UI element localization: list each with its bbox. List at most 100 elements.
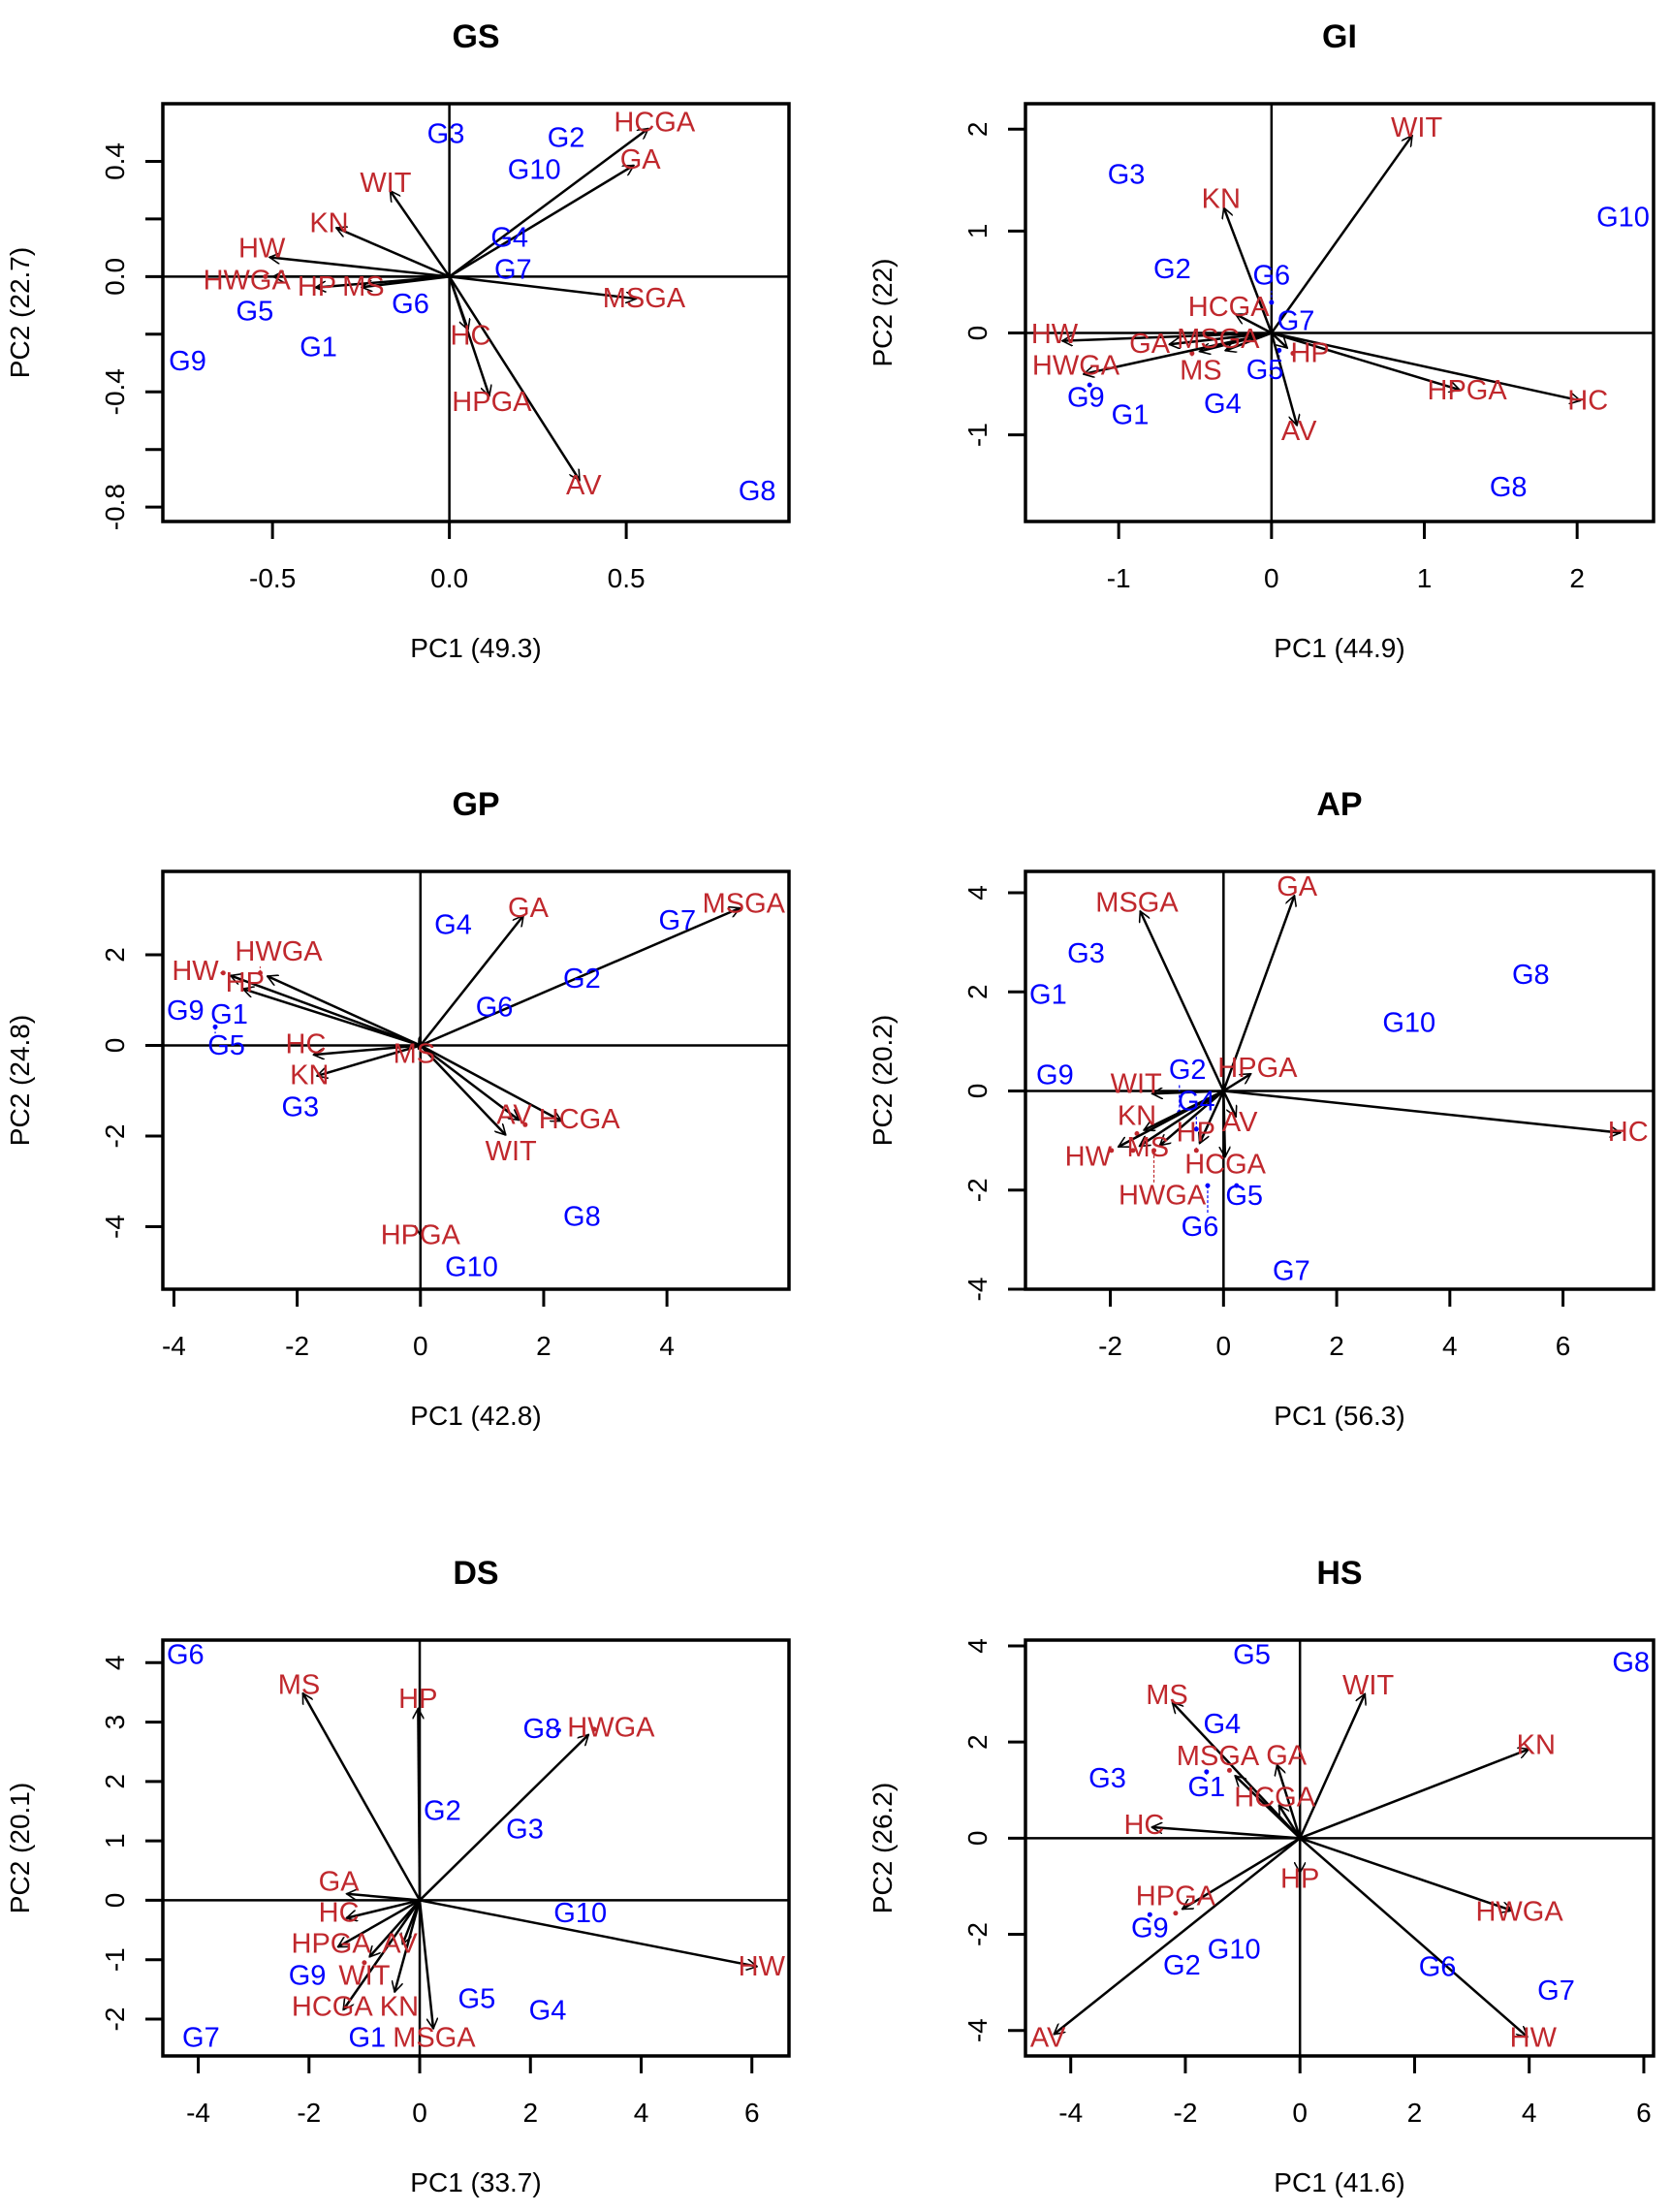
genotype-label: G5 (458, 1984, 496, 2015)
genotype-label: G10 (1208, 1935, 1261, 1966)
genotype-label: G8 (563, 1201, 601, 1232)
variable-label: HCGA (1234, 1782, 1315, 1813)
genotype-label: G6 (1419, 1951, 1457, 1982)
variable-label: HCGA (614, 107, 695, 138)
genotype-label: G4 (1203, 1709, 1241, 1740)
y-tick-label: 0 (962, 1831, 993, 1847)
variable-label: GA (319, 1866, 361, 1897)
genotype-label: G7 (1277, 305, 1315, 336)
genotype-label: G10 (553, 1898, 607, 1929)
variable-label: KN (290, 1060, 329, 1091)
variable-arrow (1277, 1805, 1302, 1840)
y-tick-label: -4 (962, 2018, 993, 2042)
x-tick-label: 2 (1329, 1331, 1344, 1361)
x-axis-label: PC1 (56.3) (1274, 1401, 1404, 1431)
genotype-label: G8 (739, 476, 776, 507)
genotype-label: G7 (182, 2023, 220, 2054)
variable-label: HW (1065, 1141, 1113, 1172)
label-anchor-dot (362, 1960, 367, 1966)
label-anchor-dot (220, 970, 226, 976)
x-tick-label: 0 (1292, 2098, 1308, 2128)
variable-label: KN (309, 207, 348, 238)
y-tick-label: 2 (100, 947, 130, 963)
panel-title: DS (453, 1555, 498, 1592)
variable-label: KN (1517, 1729, 1556, 1760)
genotype-label: G3 (427, 118, 465, 149)
variable-arrow (394, 1900, 422, 1992)
y-tick-label: -2 (100, 2007, 130, 2032)
label-anchor-dot (1109, 1148, 1115, 1153)
y-tick-label: -0.8 (100, 484, 130, 530)
genotype-label: G2 (563, 964, 601, 995)
genotype-label: G9 (289, 1960, 327, 1991)
label-leader-lines (1147, 1767, 1232, 1917)
x-tick-label: 2 (1407, 2098, 1423, 2128)
genotype-label: G1 (300, 332, 337, 363)
y-tick-label: 3 (100, 1715, 130, 1730)
biplot-panel-gp: GP PC1 (42.8) PC2 (24.8) -4 -2 0 2 4 -4 -2 0 2 G4 G7 G… (5, 786, 791, 1431)
variable-label: HC (1567, 386, 1608, 417)
variable-label: HW (1510, 2023, 1558, 2054)
plot-frame (161, 1638, 791, 2058)
variable-label: AV (1030, 2022, 1066, 2053)
variable-arrow (268, 976, 422, 1047)
x-axis-label: PC1 (41.6) (1274, 2167, 1404, 2197)
genotype-label: G5 (207, 1030, 245, 1061)
label-anchor-dot (1269, 300, 1275, 305)
label-anchor-dot (257, 970, 263, 976)
x-tick-label: 4 (659, 1331, 675, 1361)
variable-arrow (243, 989, 422, 1047)
x-tick-label: 6 (1636, 2098, 1652, 2128)
genotype-label: G10 (508, 155, 561, 186)
genotype-label: G4 (434, 909, 472, 940)
variable-arrow (418, 1709, 420, 1901)
y-tick-label: 1 (100, 1833, 130, 1849)
y-tick-label: 2 (962, 1734, 993, 1750)
y-axis-label: PC2 (26.2) (867, 1783, 898, 1913)
variable-label: GA (620, 144, 662, 175)
variable-label: HP (398, 1684, 437, 1715)
genotype-label: G1 (1187, 1772, 1225, 1803)
biplot-panel-hs: HS PC1 (41.6) PC2 (26.2) -4 -2 0 2 4 6 -4 -2 0 2 4 G5 G… (867, 1555, 1655, 2197)
plot-frame (1024, 102, 1655, 523)
panel-title: GP (452, 786, 499, 823)
variable-arrow (1270, 136, 1413, 334)
variable-arrow (1223, 1090, 1620, 1132)
genotype-label: G6 (476, 992, 514, 1023)
variable-arrow (449, 275, 637, 299)
variable-arrow (1119, 1090, 1224, 1149)
genotype-label: G8 (523, 1714, 561, 1745)
variable-arrow (1270, 332, 1297, 426)
variable-label: MS (278, 1669, 321, 1700)
y-axis-label: PC2 (20.1) (5, 1783, 35, 1913)
variable-arrow (1054, 1837, 1301, 2034)
label-anchor-dot (1189, 351, 1195, 357)
genotype-label: G7 (658, 905, 696, 936)
variable-label: WIT (338, 1960, 390, 1991)
x-tick-label: -4 (1058, 2098, 1083, 2128)
variable-label: GA (1129, 329, 1171, 360)
variable-arrow (1160, 1090, 1225, 1145)
variable-arrow (420, 1044, 520, 1121)
genotype-label: G1 (348, 2023, 386, 2054)
y-tick-label: 0 (100, 1893, 130, 1909)
y-tick-label: 2 (962, 121, 993, 137)
variable-arrow (301, 1693, 422, 1902)
variable-label: MSGA (1177, 1741, 1260, 1772)
genotype-label: G1 (1112, 399, 1150, 430)
variable-label: HCGA (1188, 292, 1270, 323)
variable-arrow (1235, 1776, 1302, 1840)
y-tick-label: 1 (962, 224, 993, 239)
variable-arrow (346, 1899, 421, 1917)
variable-label: AV (382, 1928, 418, 1959)
variable-arrow (1299, 1837, 1512, 1911)
variable-label: MSGA (603, 283, 686, 314)
label-anchor-dot (1226, 1767, 1232, 1773)
genotype-label: G4 (1178, 1086, 1215, 1117)
label-anchor-dot (1290, 351, 1296, 357)
variable-arrow (317, 1044, 422, 1076)
variable-label: HPGA (1217, 1053, 1298, 1084)
variable-label: HW (238, 233, 286, 264)
variable-arrow (389, 191, 451, 278)
